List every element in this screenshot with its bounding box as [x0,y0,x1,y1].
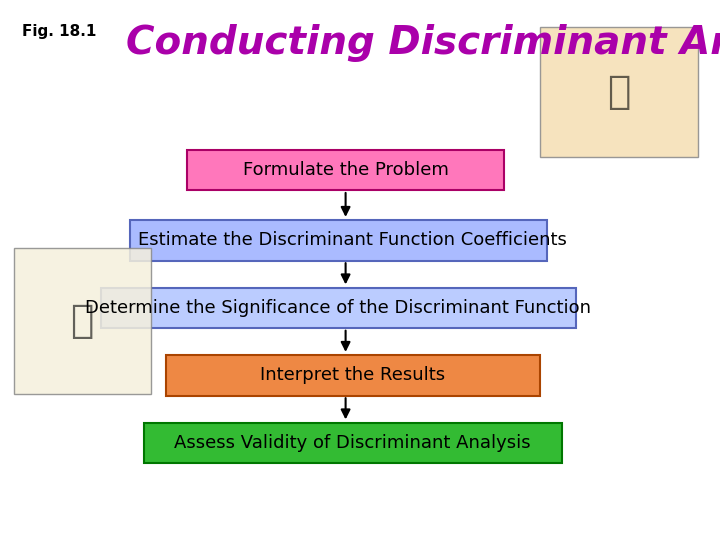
FancyBboxPatch shape [166,355,540,395]
Text: Formulate the Problem: Formulate the Problem [243,161,449,179]
Text: Fig. 18.1: Fig. 18.1 [22,24,96,39]
FancyBboxPatch shape [101,287,576,328]
Text: Interpret the Results: Interpret the Results [260,366,446,384]
Text: 🗄️: 🗄️ [71,302,94,340]
FancyBboxPatch shape [540,27,698,157]
FancyBboxPatch shape [14,248,151,394]
Text: Determine the Significance of the Discriminant Function: Determine the Significance of the Discri… [86,299,591,317]
Text: Conducting Discriminant Analysis: Conducting Discriminant Analysis [126,24,720,62]
Text: Estimate the Discriminant Function Coefficients: Estimate the Discriminant Function Coeff… [138,231,567,249]
Text: 🧘: 🧘 [608,73,631,111]
FancyBboxPatch shape [187,150,504,190]
FancyBboxPatch shape [144,422,562,463]
Text: Assess Validity of Discriminant Analysis: Assess Validity of Discriminant Analysis [174,434,531,452]
FancyBboxPatch shape [130,220,547,260]
